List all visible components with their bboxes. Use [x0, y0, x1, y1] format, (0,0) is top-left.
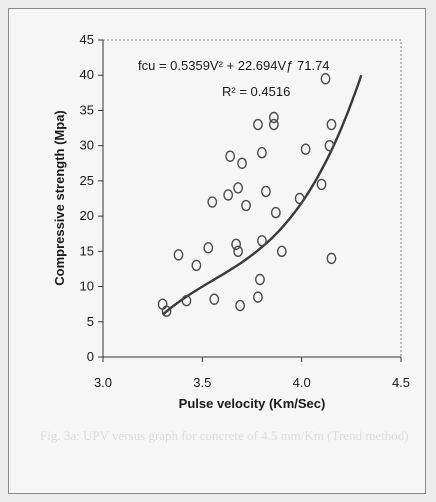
- data-point: [300, 143, 311, 155]
- plot-area: [102, 39, 402, 358]
- y-tick-label: 15: [80, 243, 94, 258]
- y-tick-label: 25: [80, 173, 94, 188]
- data-point: [253, 291, 263, 303]
- y-tick-label: 30: [80, 138, 94, 153]
- data-point: [261, 185, 271, 198]
- data-point: [223, 189, 234, 201]
- y-axis-label: Compressive strength (Mpa): [52, 110, 67, 286]
- trend-curve: [161, 74, 363, 316]
- data-point: [235, 299, 245, 312]
- y-tick-label: 0: [87, 349, 94, 364]
- data-point: [181, 294, 192, 307]
- data-point: [241, 199, 251, 212]
- data-point: [270, 206, 281, 219]
- x-tick-label: 4.5: [392, 375, 410, 390]
- data-point: [203, 242, 214, 254]
- trend-equation: fcu = 0.5359V² + 22.694Vƒ 71.74: [138, 58, 330, 73]
- data-point: [173, 249, 184, 261]
- data-point: [268, 118, 279, 131]
- r-squared: R² = 0.4516: [222, 84, 290, 99]
- y-tick-label: 40: [80, 67, 94, 82]
- data-point: [237, 157, 247, 169]
- faded-caption: Fig. 3a: UPV versus graph for concrete o…: [40, 428, 409, 443]
- y-tick-label: 20: [80, 208, 94, 223]
- x-tick-label: 4.0: [293, 375, 311, 390]
- data-point: [257, 235, 267, 247]
- y-ticks: 0 5 10 15 20 25 30 35 40 45: [80, 32, 103, 364]
- data-point: [257, 147, 267, 159]
- data-point: [225, 150, 236, 162]
- x-axis-label: Pulse velocity (Km/Sec): [179, 396, 326, 411]
- data-point: [207, 196, 218, 208]
- data-point: [191, 259, 202, 272]
- data-point: [255, 273, 265, 286]
- data-point: [268, 111, 279, 124]
- data-point: [326, 118, 337, 131]
- y-tick-label: 5: [87, 314, 94, 329]
- y-tick-label: 35: [80, 102, 94, 117]
- x-ticks: 3.0 3.5 4.0 4.5: [94, 357, 410, 390]
- data-point: [324, 139, 335, 152]
- data-point: [276, 245, 287, 258]
- y-tick-label: 10: [80, 279, 94, 294]
- y-tick-label: 45: [80, 32, 94, 47]
- data-point: [253, 118, 263, 131]
- data-point: [320, 73, 331, 85]
- data-point: [233, 182, 243, 194]
- data-point: [294, 192, 305, 205]
- data-point: [316, 178, 327, 191]
- x-tick-label: 3.0: [94, 375, 112, 390]
- data-points: [157, 73, 337, 317]
- data-point: [161, 305, 172, 317]
- data-point: [233, 245, 243, 258]
- data-point: [231, 238, 242, 250]
- x-tick-label: 3.5: [193, 375, 211, 390]
- data-point: [326, 252, 337, 265]
- data-point: [209, 293, 220, 305]
